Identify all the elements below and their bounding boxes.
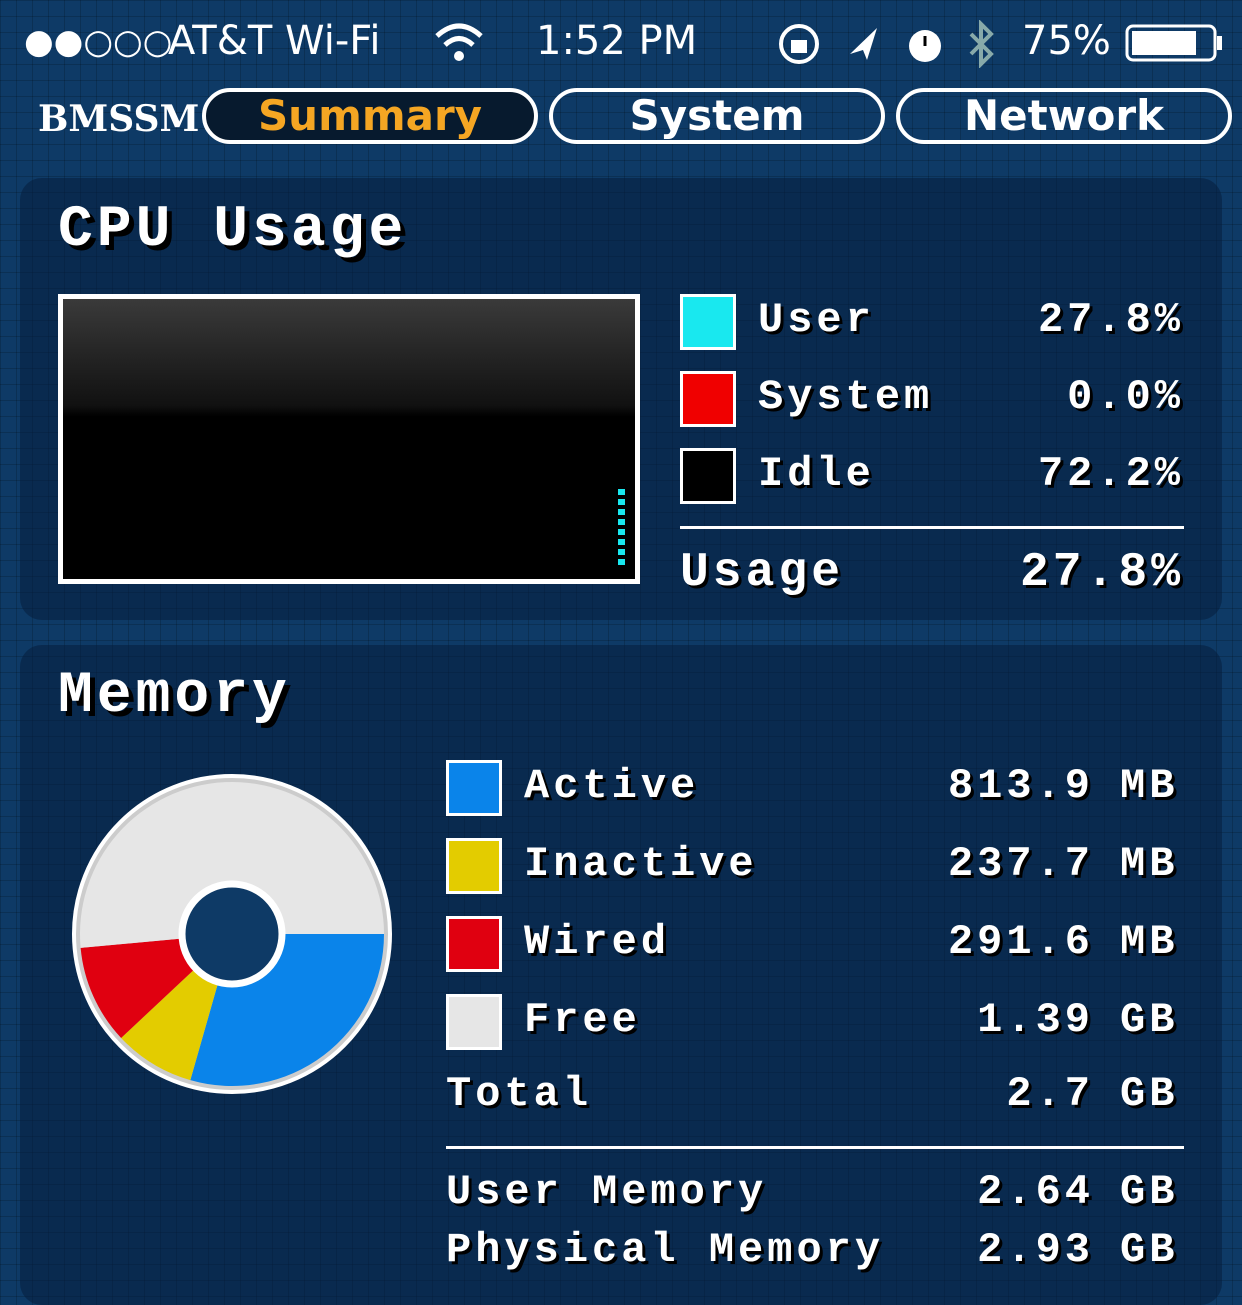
cpu-row-label: User [758,296,875,344]
memory-total-value: 2.7 [1006,1070,1094,1118]
battery-percent: 75% [1022,18,1111,64]
divider [680,526,1184,529]
memory-row-label: Active [524,762,700,810]
donut-segment [121,968,219,1081]
memory-total-unit: GB [1120,1070,1179,1118]
donut-segment [80,938,196,1038]
legend-swatch [446,838,502,894]
battery-icon [1125,24,1222,62]
memory-total-label: Total [446,1070,593,1118]
legend-swatch [680,294,736,350]
memory-row-unit: MB [1120,840,1179,888]
legend-swatch [446,760,502,816]
memory-extra-label: Physical Memory [446,1226,885,1274]
memory-row-label: Inactive [524,840,758,888]
carrier: AT&T Wi-Fi [168,18,381,64]
tab[interactable]: Summary [202,88,538,144]
tab[interactable]: Network [896,88,1232,144]
legend-swatch [446,994,502,1050]
memory-row-unit: MB [1120,918,1179,966]
cpu-title: CPU Usage [58,198,408,263]
status-icons [779,20,994,68]
memory-extra-value: 2.64 [977,1168,1094,1216]
app-name: BMSSM [38,98,200,140]
memory-row-unit: GB [1120,996,1179,1044]
cpu-graph [58,294,640,584]
time: 1:52 PM [536,18,698,64]
memory-row-value: 813.9 [947,762,1094,810]
tab[interactable]: System [549,88,885,144]
signal: ●●○○○ [24,22,173,62]
memory-row-unit: MB [1120,762,1179,810]
donut-segment [79,781,385,948]
cpu-row-value: 0.0% [1067,373,1184,421]
cpu-row-label: System [758,373,934,421]
memory-extra-label: User Memory [446,1168,768,1216]
donut-hole [178,880,286,988]
cpu-row-value: 72.2% [1037,450,1184,498]
cpu-total-label: Usage [680,546,845,600]
cpu-row-value: 27.8% [1037,296,1184,344]
memory-donut [72,774,392,1094]
donut-segment [190,934,384,1086]
cpu-graph-bar [618,489,625,569]
memory-extra-value: 2.93 [977,1226,1094,1274]
memory-extra-unit: GB [1120,1168,1179,1216]
memory-row-label: Free [524,996,641,1044]
wifi-icon [435,23,483,61]
divider [446,1146,1184,1149]
memory-row-value: 1.39 [977,996,1094,1044]
memory-extra-unit: GB [1120,1226,1179,1274]
legend-swatch [680,448,736,504]
legend-swatch [446,916,502,972]
memory-row-label: Wired [524,918,671,966]
legend-swatch [680,371,736,427]
cpu-total-value: 27.8% [1019,546,1184,600]
cpu-row-label: Idle [758,450,875,498]
memory-row-value: 237.7 [947,840,1094,888]
memory-row-value: 291.6 [947,918,1094,966]
memory-title: Memory [58,664,291,729]
